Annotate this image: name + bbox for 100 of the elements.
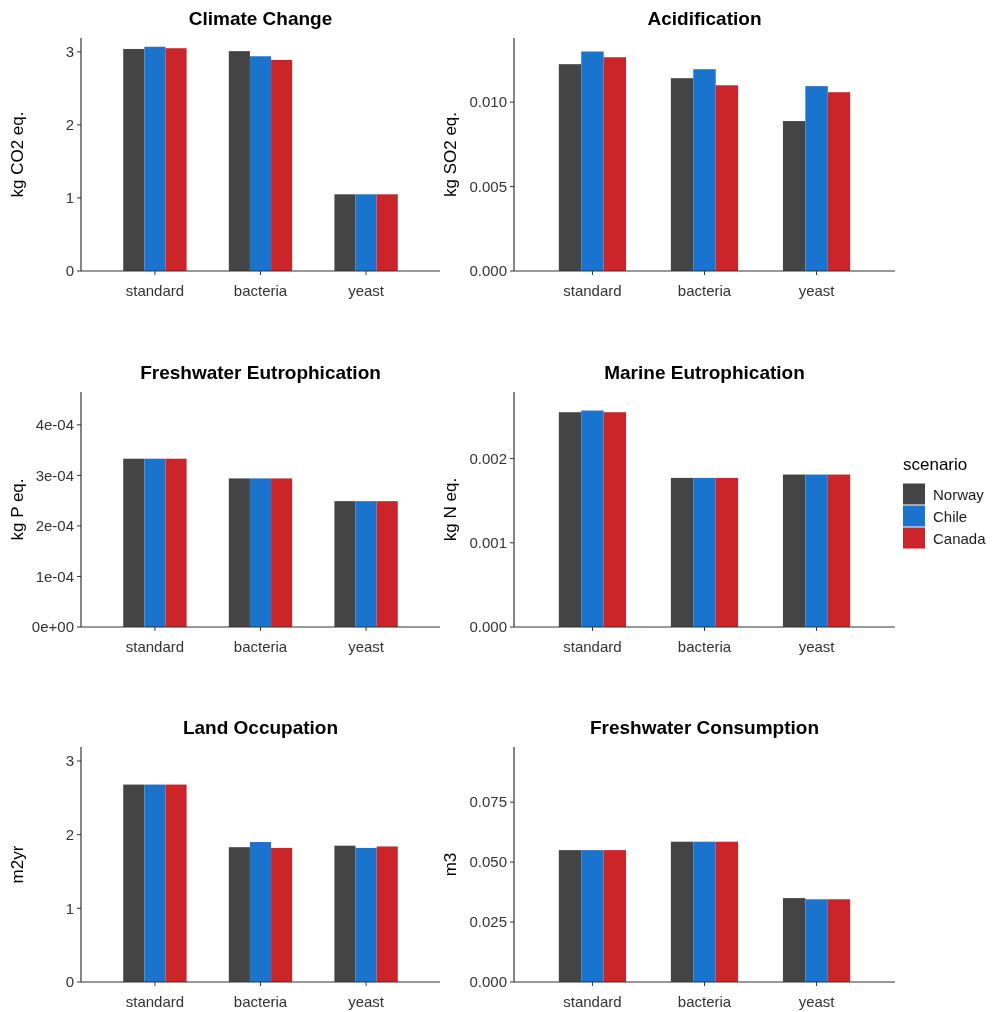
bar — [355, 194, 377, 271]
y-tick-label: 4e-04 — [35, 416, 74, 434]
bar — [805, 899, 828, 982]
x-tick-label: standard — [563, 993, 622, 1010]
y-tick-label: 3e-04 — [35, 466, 74, 484]
legend-label: Canada — [933, 529, 987, 547]
y-axis-title: kg SO2 eq. — [441, 111, 460, 198]
y-tick-label: 1e-04 — [35, 567, 74, 585]
bar — [376, 846, 398, 982]
bar — [123, 48, 145, 271]
bar — [334, 845, 356, 982]
bar — [693, 477, 716, 627]
y-tick-label: 0.010 — [469, 93, 507, 111]
bar — [715, 85, 739, 271]
bar — [805, 474, 828, 627]
x-tick-label: standard — [125, 993, 185, 1010]
bar — [165, 458, 187, 627]
bar — [693, 841, 716, 982]
bar — [376, 194, 398, 271]
bar — [827, 474, 851, 627]
chart-title: Freshwater Eutrophication — [140, 362, 381, 383]
bar — [693, 69, 716, 271]
x-tick-label: standard — [563, 638, 622, 655]
x-tick-label: yeast — [798, 638, 836, 655]
x-tick-label: bacteria — [233, 638, 288, 655]
y-tick-label: 0e+00 — [31, 618, 74, 636]
bar — [249, 56, 272, 271]
y-axis-title: m3 — [441, 852, 460, 877]
x-tick-label: yeast — [348, 993, 385, 1010]
y-tick-label: 0.002 — [469, 449, 507, 467]
bar — [271, 847, 293, 982]
bar — [355, 501, 377, 627]
bar — [558, 850, 582, 982]
y-axis-title: m2yr — [8, 845, 27, 884]
y-tick-label: 0.005 — [469, 177, 507, 195]
bar — [782, 474, 806, 627]
bar — [715, 841, 739, 982]
y-tick-label: 2 — [65, 825, 74, 843]
bar — [581, 850, 604, 982]
y-tick-label: 2 — [65, 116, 74, 134]
bar — [165, 48, 187, 271]
bar — [805, 86, 828, 271]
x-tick-label: bacteria — [677, 993, 732, 1010]
bar — [581, 410, 604, 627]
bar — [603, 57, 627, 271]
legend-label: Chile — [933, 507, 968, 525]
x-tick-label: yeast — [348, 638, 385, 655]
bar — [334, 194, 356, 271]
x-tick-label: standard — [125, 282, 185, 299]
x-tick-label: yeast — [348, 282, 385, 299]
bar — [228, 51, 250, 271]
chart-title: Marine Eutrophication — [604, 362, 805, 383]
bar — [782, 898, 806, 982]
bar — [355, 847, 377, 982]
x-tick-label: bacteria — [233, 282, 288, 299]
y-tick-label: 3 — [65, 752, 74, 770]
x-tick-label: standard — [563, 282, 622, 299]
bar — [123, 784, 145, 982]
bar — [558, 412, 582, 627]
chart-title: Freshwater Consumption — [589, 717, 820, 738]
y-tick-label: 0.075 — [469, 793, 507, 811]
bar — [670, 477, 694, 627]
y-tick-label: 1 — [65, 899, 74, 917]
x-tick-label: yeast — [798, 993, 836, 1010]
y-axis-title: kg N eq. — [441, 477, 460, 542]
bar — [144, 784, 166, 982]
y-tick-label: 0.000 — [469, 262, 507, 280]
bar — [581, 51, 604, 271]
bar — [271, 59, 293, 271]
y-axis-title: kg CO2 eq. — [8, 111, 27, 198]
x-tick-label: bacteria — [677, 638, 732, 655]
x-tick-label: standard — [125, 638, 185, 655]
y-axis-title: kg P eq. — [8, 478, 27, 541]
legend-label: Norway — [933, 485, 985, 503]
bar — [249, 478, 272, 627]
bar — [228, 847, 250, 982]
bar — [144, 46, 166, 271]
bar — [715, 477, 739, 627]
bar — [603, 412, 627, 627]
chart-title: Acidification — [647, 8, 762, 29]
bar — [334, 501, 356, 627]
y-tick-label: 0.025 — [469, 913, 507, 931]
bar — [165, 784, 187, 982]
bar — [144, 458, 166, 627]
bar — [670, 841, 694, 982]
y-tick-label: 0.000 — [469, 618, 507, 636]
bar — [271, 478, 293, 627]
bar — [558, 64, 582, 271]
y-tick-label: 2e-04 — [35, 517, 74, 535]
y-tick-label: 0 — [65, 973, 74, 991]
y-tick-label: 1 — [65, 189, 74, 207]
bar — [827, 899, 851, 982]
bar — [249, 842, 272, 982]
y-tick-label: 0.050 — [469, 853, 507, 871]
chart-title: Climate Change — [188, 8, 333, 29]
x-tick-label: bacteria — [677, 282, 732, 299]
bar — [782, 121, 806, 271]
bar — [376, 501, 398, 627]
bar — [123, 458, 145, 627]
x-tick-label: yeast — [798, 282, 836, 299]
